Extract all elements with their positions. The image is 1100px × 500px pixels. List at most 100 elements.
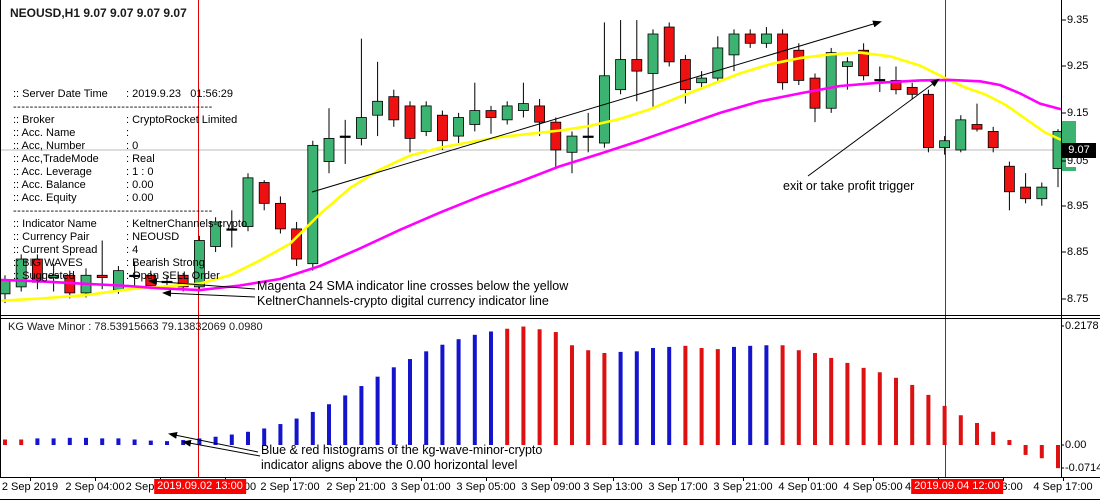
histogram-bar [100, 438, 105, 445]
histogram-bar [942, 405, 947, 445]
candle [955, 119, 967, 151]
candle [15, 258, 27, 288]
annotation-histogram[interactable]: Blue & red histograms of the kg-wave-min… [261, 443, 542, 473]
candle [48, 274, 59, 278]
histogram-bar [926, 394, 931, 445]
candle [663, 26, 675, 63]
histogram-bar [197, 438, 202, 445]
histogram-bar [877, 372, 882, 445]
annotation-arrow[interactable] [807, 78, 940, 177]
price-tick-label: 9.35 [1066, 14, 1090, 26]
account-info-line: :: Current Spread: 4 [13, 244, 139, 256]
candle [809, 77, 821, 109]
candle [971, 124, 983, 130]
annotation-magenta-line1: Magenta 24 SMA indicator line crosses be… [257, 279, 569, 293]
candle [842, 61, 853, 67]
candle [534, 105, 545, 123]
price-tick-label: 9.15 [1066, 107, 1090, 119]
annotation-arrow[interactable] [182, 439, 261, 457]
candle [518, 103, 529, 111]
annotation-exit-trigger[interactable]: exit or take profit trigger [783, 179, 915, 193]
histogram-bar [472, 334, 477, 445]
histogram-bar [634, 351, 639, 445]
histogram-bar [278, 424, 283, 445]
histogram-bar [570, 345, 574, 445]
candle [874, 79, 886, 82]
candle [274, 202, 286, 230]
histogram-bar [796, 350, 801, 445]
candle [372, 100, 384, 116]
annotation-arrow[interactable] [168, 431, 259, 453]
histogram-bar [132, 439, 137, 445]
price-tick-label: 8.95 [1066, 200, 1090, 212]
time-tick-label: 00 [243, 481, 257, 493]
time-tick-label: 3 Sep 09:00 [521, 481, 581, 493]
annotation-histogram-line1: Blue & red histograms of the kg-wave-min… [261, 443, 543, 457]
histogram-bar [116, 438, 121, 445]
annotation-magenta-cross[interactable]: Magenta 24 SMA indicator line crosses be… [257, 279, 568, 309]
candle [987, 131, 999, 149]
candle [1036, 186, 1048, 200]
sub-tick-label: -0.0714 [1064, 462, 1100, 474]
time-highlight-badge: 2019.09.04 12:00 [911, 479, 1003, 494]
time-tick-label: 3 Sep 01:00 [391, 481, 451, 493]
time-tick-label: 2 Sep 04:00 [65, 481, 125, 493]
histogram-bar [845, 362, 850, 445]
candle [550, 121, 562, 151]
time-tick-label: 3 Sep 05:00 [456, 481, 516, 493]
candle [858, 49, 869, 77]
candle [355, 117, 367, 139]
candle [647, 33, 659, 74]
candle [226, 228, 238, 231]
candle [777, 33, 788, 84]
histogram-bar [375, 376, 380, 445]
account-info-line: :: Acc, Number: 0 [13, 140, 139, 152]
candle [436, 114, 448, 142]
info-separator: ----------------------------------------… [13, 101, 213, 113]
time-tick-label: 3 Sep 13:00 [583, 481, 643, 493]
histogram-bar [165, 441, 169, 445]
histogram-bar [505, 328, 510, 445]
candle [258, 182, 270, 204]
candle [96, 274, 108, 278]
time-tick-label: 2 Sep [125, 481, 155, 493]
histogram-bar [310, 411, 315, 445]
histogram-bar [84, 437, 88, 445]
candle [404, 105, 416, 139]
time-tick-label: 2 Sep 17:00 [260, 481, 320, 493]
annotation-arrow[interactable] [162, 289, 256, 298]
account-info-line: :: Broker: CryptoRocket Limited [13, 114, 238, 126]
histogram-bar [440, 344, 445, 445]
histogram-bar [748, 345, 753, 445]
price-tick-label: 8.75 [1066, 293, 1090, 305]
candle [696, 77, 707, 84]
histogram-bar [521, 326, 526, 445]
histogram-bar [391, 367, 396, 445]
histogram-bar [359, 386, 364, 445]
candle [793, 49, 805, 81]
annotation-arrow[interactable] [148, 278, 256, 290]
chart-title-quotes: 9.07 9.07 9.07 9.07 [83, 6, 187, 20]
account-info-line: :: Acc. Leverage: 1 : 0 [13, 166, 154, 178]
histogram-bar [586, 350, 591, 445]
annotation-magenta-line2: KeltnerChannels-crypto digital currency … [257, 294, 549, 308]
histogram-bar [3, 439, 7, 445]
histogram-bar [764, 345, 769, 445]
chart-title: NEOUSD,H1 9.07 9.07 9.07 9.07 [10, 6, 187, 20]
candle [307, 144, 319, 265]
candle [323, 137, 335, 162]
time-tick-label: 4 Sep 17:00 [1033, 481, 1093, 493]
trendline[interactable] [311, 20, 882, 193]
histogram-bar [489, 331, 493, 445]
histogram-bar [1039, 445, 1044, 459]
kg-wave-histogram [3, 326, 1060, 469]
histogram-bar [1007, 440, 1012, 445]
candle [906, 86, 918, 95]
histogram-bar [667, 346, 672, 445]
sub-tick-label: 0.2178 [1064, 320, 1100, 332]
account-info-line: :: Acc,TradeMode: Real [13, 153, 155, 165]
chart-title-symbol: NEOUSD,H1 [10, 6, 81, 20]
candle [712, 47, 724, 79]
candle [210, 221, 222, 247]
candle [744, 33, 756, 44]
